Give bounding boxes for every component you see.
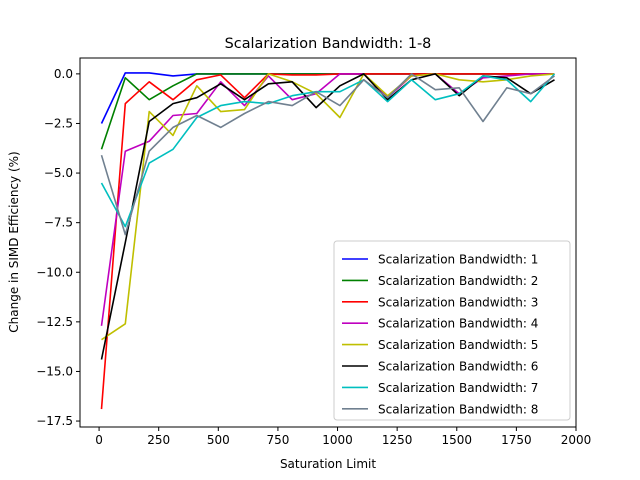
x-tick-label: 1250 (382, 433, 413, 447)
x-axis-label: Saturation Limit (280, 457, 376, 471)
legend-entry: Scalarization Bandwidth: 5 (378, 338, 538, 352)
legend-entry: Scalarization Bandwidth: 4 (378, 317, 538, 331)
y-tick-label: −2.5 (44, 116, 73, 130)
plot-frame (79, 57, 577, 428)
x-tick-label: 1000 (322, 433, 353, 447)
series-line-5 (101, 73, 555, 341)
legend-box (333, 240, 571, 421)
x-tick-label: 250 (147, 433, 170, 447)
x-tick-label: 0 (95, 433, 103, 447)
y-axis-ticks: 0.0 −2.5 −5.0 −7.5 −10.0 −12.5 −15.0 −17.5 (36, 67, 80, 428)
x-tick-label: 1500 (441, 433, 472, 447)
y-tick-label: −17.5 (36, 414, 73, 428)
legend-entry: Scalarization Bandwidth: 2 (378, 274, 538, 288)
y-tick-label: −5.0 (44, 166, 73, 180)
x-tick-label: 2000 (561, 433, 592, 447)
y-tick-label: −10.0 (36, 265, 73, 279)
chart-title: Scalarization Bandwidth: 1-8 (225, 36, 432, 52)
series-line-4 (100, 73, 555, 326)
y-tick-label: −7.5 (44, 216, 73, 230)
legend-entry: Scalarization Bandwidth: 6 (378, 360, 538, 374)
legend-entry: Scalarization Bandwidth: 7 (378, 381, 538, 395)
legend-entry: Scalarization Bandwidth: 8 (378, 402, 538, 416)
legend: Scalarization Bandwidth: 1 Scalarization … (333, 240, 571, 421)
y-tick-label: −15.0 (36, 364, 73, 378)
series-line-8 (100, 73, 555, 236)
series-line-3 (100, 73, 555, 410)
x-tick-label: 750 (266, 433, 289, 447)
series-line-7 (100, 73, 556, 228)
y-tick-label: 0.0 (54, 67, 73, 81)
y-tick-label: −12.5 (36, 315, 73, 329)
x-tick-label: 500 (207, 433, 230, 447)
legend-entry: Scalarization Bandwidth: 1 (378, 253, 538, 267)
x-tick-label: 1750 (501, 433, 532, 447)
y-axis-label: Change in SIMD Efficiency (%) (7, 151, 21, 332)
legend-entry: Scalarization Bandwidth: 3 (378, 295, 538, 309)
x-axis-ticks: 0 250 500 750 1000 1250 1500 1750 2000 (95, 427, 591, 447)
series-lines (100, 72, 556, 410)
